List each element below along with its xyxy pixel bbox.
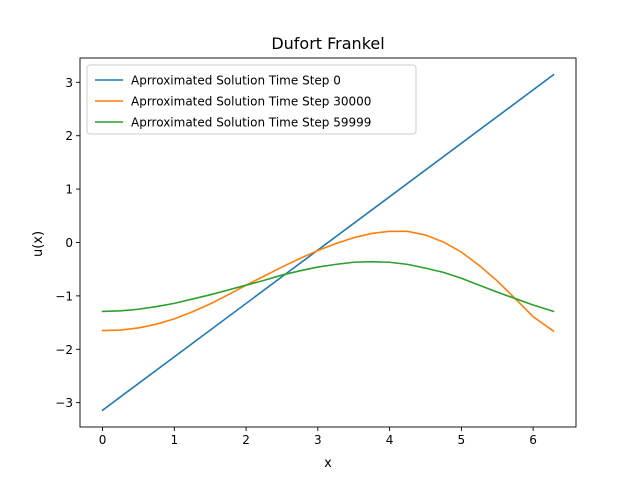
- y-tick-label: −1: [55, 289, 73, 303]
- series-line-0: [101, 73, 555, 412]
- series-line-1: [101, 230, 555, 333]
- series-line-2: [101, 260, 555, 313]
- x-axis-label: x: [324, 456, 332, 471]
- x-tick-label: 2: [242, 433, 250, 447]
- y-tick-label: 0: [65, 236, 73, 250]
- axes: 0 1 2 3 4 5 6 −3 −2 −1 0 1 2 3: [55, 57, 577, 447]
- plot-area: [101, 73, 555, 412]
- y-tick-label: 3: [65, 76, 73, 90]
- x-tick-label: 3: [314, 433, 322, 447]
- x-tick-label: 6: [529, 433, 537, 447]
- y-tick-label: 1: [65, 183, 73, 197]
- series-group: [101, 73, 555, 412]
- x-tick-label: 4: [386, 433, 394, 447]
- x-tick-label: 0: [99, 433, 107, 447]
- legend-label-1: Aprroximated Solution Time Step 30000: [131, 95, 371, 109]
- x-tick-label: 1: [170, 433, 178, 447]
- x-tick-label: 5: [458, 433, 466, 447]
- y-tick-label: −2: [55, 343, 73, 357]
- y-axis-label: u(x): [31, 231, 46, 257]
- y-tick-label: 2: [65, 129, 73, 143]
- chart-title: Dufort Frankel: [271, 34, 384, 53]
- legend: Aprroximated Solution Time Step 0 Aprroxi…: [86, 64, 417, 135]
- legend-label-0: Aprroximated Solution Time Step 0: [131, 74, 341, 88]
- y-tick-label: −3: [55, 396, 73, 410]
- legend-frame: [86, 64, 417, 135]
- legend-label-2: Aprroximated Solution Time Step 59999: [131, 116, 371, 130]
